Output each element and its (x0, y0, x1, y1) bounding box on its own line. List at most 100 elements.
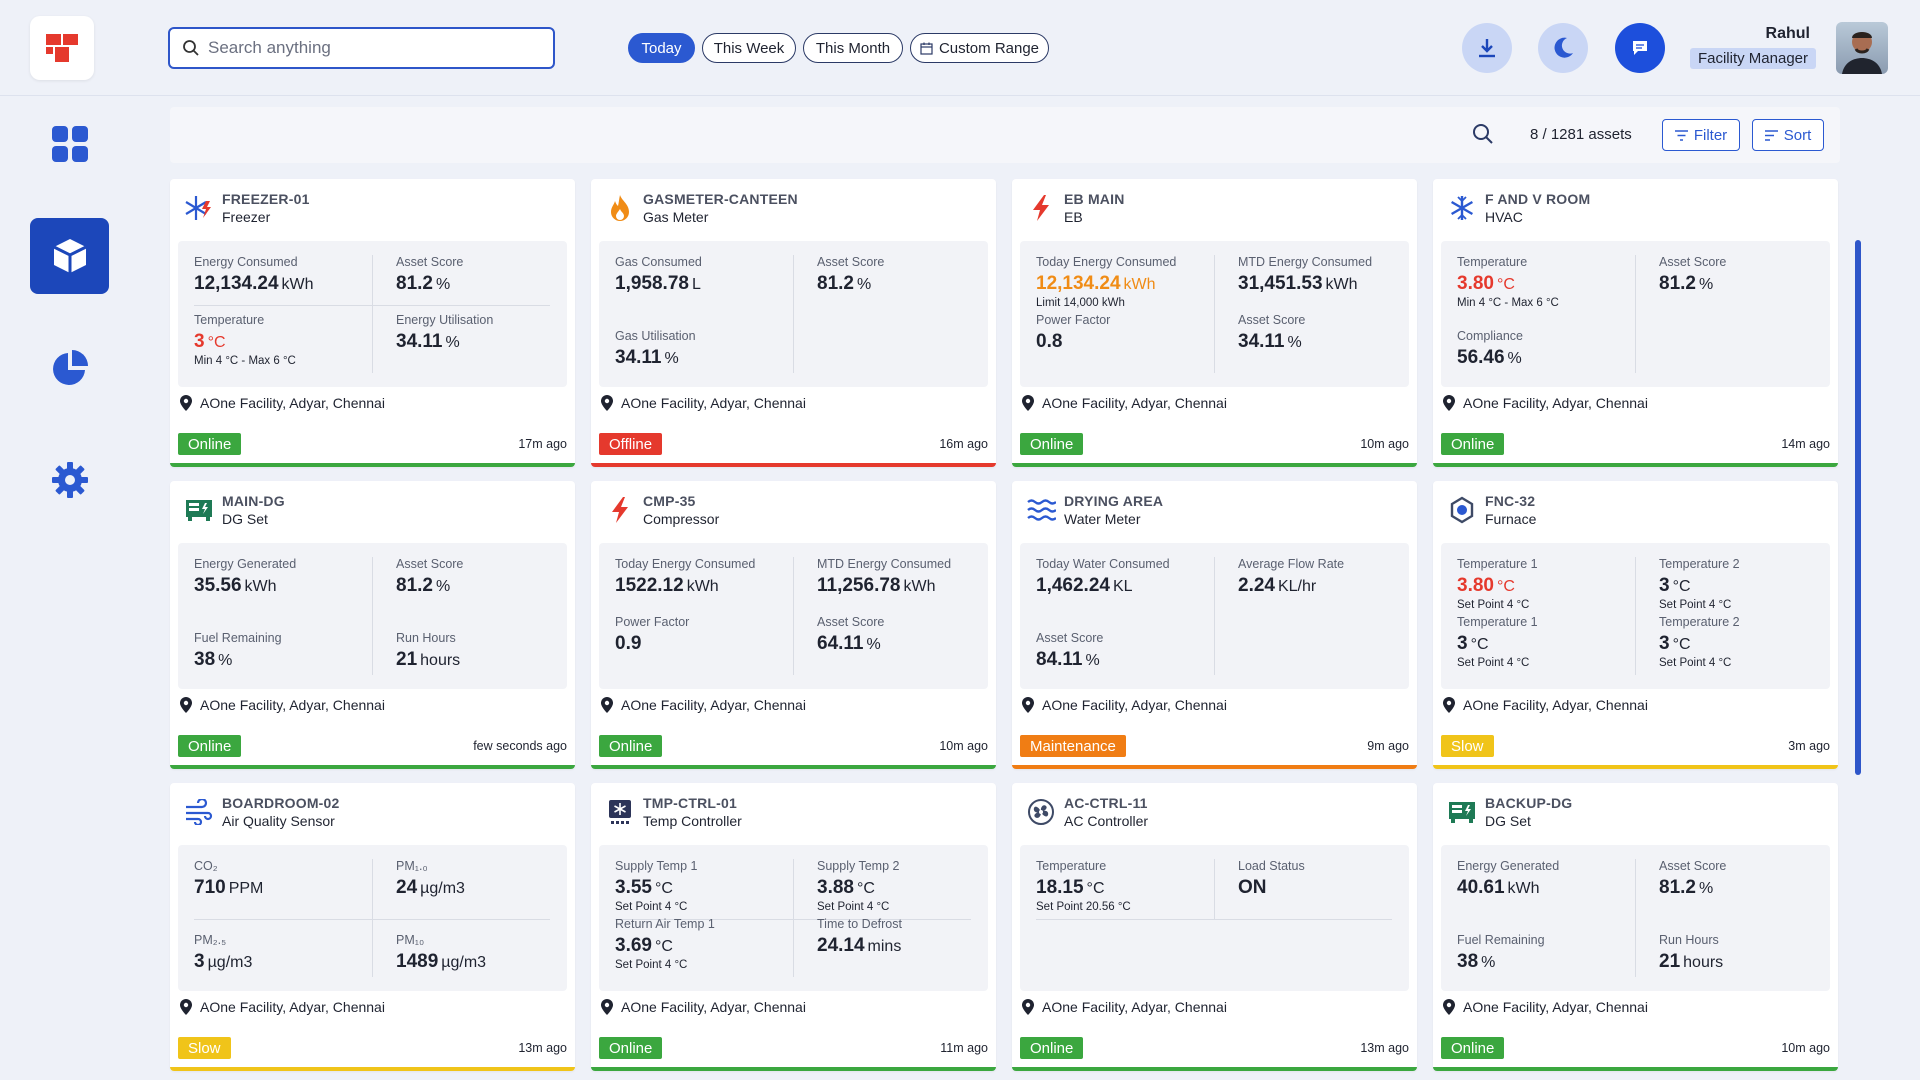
asset-type: AC Controller (1064, 813, 1149, 829)
asset-card[interactable]: BACKUP-DG DG Set Energy Generated 40.61 kWh A… (1433, 783, 1838, 1071)
top-bar: Today This Week This Month Custom Range … (0, 0, 1920, 96)
last-updated: 3m ago (1788, 739, 1830, 753)
status-bar (1433, 765, 1838, 769)
metric-label: Asset Score (1238, 313, 1306, 327)
metric: Power Factor 0.9 (615, 615, 795, 655)
sidebar-item-settings[interactable] (30, 442, 109, 518)
metric-value: ON (1238, 877, 1418, 899)
asset-type: Compressor (643, 511, 720, 527)
asset-count: 8 / 1281 assets (1530, 126, 1632, 143)
asset-card[interactable]: FREEZER-01 Freezer Energy Consumed 12,134.2… (170, 179, 575, 467)
furnace-icon (1447, 495, 1477, 525)
metric: Asset Score 81.2% (396, 255, 576, 295)
metric-label: Temperature 2 (1659, 557, 1740, 571)
metric: Energy Utilisation 34.11% (396, 313, 576, 353)
status-badge: Online (178, 433, 242, 455)
metric: Return Air Temp 1 3.69 °C Set Point 4 °C (615, 917, 795, 971)
sidebar-item-reports[interactable] (30, 330, 109, 406)
status-badge: Online (599, 1037, 663, 1059)
search-icon[interactable] (1472, 123, 1494, 145)
status-badge: Online (599, 735, 663, 757)
metric: Asset Score 81.2% (817, 255, 997, 295)
metric-label: Temperature (194, 313, 265, 327)
metric: Today Water Consumed 1,462.24 KL (1036, 557, 1216, 597)
metric: Supply Temp 2 3.88 °C Set Point 4 °C (817, 859, 997, 913)
metric-number: 40.61 (1457, 877, 1505, 898)
asset-name: BOARDROOM-02 (222, 795, 340, 811)
messages-button[interactable] (1615, 23, 1665, 73)
metric-unit: °C (1672, 636, 1691, 653)
metric: Gas Utilisation 34.11% (615, 329, 795, 369)
location: AOne Facility, Adyar, Chennai (601, 395, 806, 411)
metric-label: Asset Score (817, 255, 885, 269)
metric-value: 34.11% (396, 331, 576, 353)
asset-card[interactable]: DRYING AREA Water Meter Today Water Consum… (1012, 481, 1417, 769)
filter-custom-range[interactable]: Custom Range (910, 33, 1049, 63)
status-bar (1012, 463, 1417, 467)
scrollbar[interactable] (1855, 240, 1861, 775)
status-bar (591, 463, 996, 467)
asset-card[interactable]: BOARDROOM-02 Air Quality Sensor CO₂ 710 PPM P… (170, 783, 575, 1071)
asset-card[interactable]: MAIN-DG DG Set Energy Generated 35.56 kWh Ass… (170, 481, 575, 769)
metric: Power Factor 0.8 (1036, 313, 1216, 353)
metric-unit: °C (1496, 578, 1515, 595)
divider (194, 305, 550, 306)
location: AOne Facility, Adyar, Chennai (1022, 395, 1227, 411)
metric-number: 21 (396, 649, 418, 670)
asset-name: EB MAIN (1064, 191, 1125, 207)
asset-card[interactable]: CMP-35 Compressor Today Energy Consumed 152… (591, 481, 996, 769)
theme-toggle-button[interactable] (1538, 23, 1588, 73)
status-bar (591, 765, 996, 769)
location-text: AOne Facility, Adyar, Chennai (621, 697, 806, 713)
search-input[interactable] (208, 38, 528, 58)
metric-number: 0.9 (615, 633, 642, 654)
app-logo[interactable] (30, 16, 94, 80)
metric: Today Energy Consumed 12,134.24 kWh Limit 1… (1036, 255, 1216, 309)
sidebar-item-assets[interactable] (30, 218, 109, 294)
metric-value: 81.2% (1659, 877, 1839, 899)
avatar[interactable] (1836, 22, 1888, 74)
asset-card[interactable]: TMP-CTRL-01 Temp Controller Supply Temp 1 3… (591, 783, 996, 1071)
metric: Asset Score 81.2% (396, 557, 576, 597)
metric-label: Power Factor (1036, 313, 1111, 327)
metric-value: 3.80 °C (1457, 273, 1637, 295)
metric-value: 18.15 °C (1036, 877, 1216, 899)
metric-unit: % (218, 652, 233, 669)
metric-value: 0.9 (615, 633, 795, 655)
metric: Temperature 2 3 °C Set Point 4 °C (1659, 557, 1839, 611)
location-text: AOne Facility, Adyar, Chennai (621, 395, 806, 411)
metric: Energy Generated 40.61 kWh (1457, 859, 1637, 899)
custom-range-label: Custom Range (938, 39, 1040, 57)
metric-label: Asset Score (1659, 255, 1727, 269)
metric-number: 1,958.78 (615, 273, 689, 294)
asset-card[interactable]: GASMETER-CANTEEN Gas Meter Gas Consumed 1,9… (591, 179, 996, 467)
asset-card[interactable]: FNC-32 Furnace Temperature 1 3.80 °C Set Poin… (1433, 481, 1838, 769)
metric-number: 3 (194, 331, 205, 352)
filter-this-week[interactable]: This Week (702, 33, 796, 63)
sidebar-item-dashboard[interactable] (30, 106, 109, 182)
metric: Fuel Remaining 38% (194, 631, 374, 671)
filter-button[interactable]: Filter (1662, 119, 1740, 151)
metric-unit: mins (867, 938, 902, 955)
metrics-panel: Energy Generated 35.56 kWh Asset Score 81.2%… (178, 543, 567, 689)
metric: Energy Generated 35.56 kWh (194, 557, 374, 597)
metric-unit: kWh (686, 578, 719, 595)
metric-unit: KL (1112, 578, 1133, 595)
bolt-icon (1026, 193, 1056, 223)
asset-card[interactable]: F AND V ROOM HVAC Temperature 3.80 °C Min 4 °… (1433, 179, 1838, 467)
download-button[interactable] (1462, 23, 1512, 73)
metric: Temperature 3.80 °C Min 4 °C - Max 6 °C (1457, 255, 1637, 309)
filter-today[interactable]: Today (628, 33, 695, 63)
location-pin-icon (601, 999, 613, 1015)
sort-button[interactable]: Sort (1752, 119, 1824, 151)
asset-card[interactable]: AC-CTRL-11 AC Controller Temperature 18.15 °… (1012, 783, 1417, 1071)
metric-unit: kWh (281, 276, 314, 293)
divider (793, 557, 794, 675)
metric-value: 1,462.24 KL (1036, 575, 1216, 597)
search-box[interactable] (168, 27, 555, 69)
metric-value: 81.2% (1659, 273, 1839, 295)
location-pin-icon (180, 697, 192, 713)
metric-value: 3.69 °C (615, 935, 795, 957)
asset-card[interactable]: EB MAIN EB Today Energy Consumed 12,134.24 k… (1012, 179, 1417, 467)
filter-this-month[interactable]: This Month (803, 33, 903, 63)
